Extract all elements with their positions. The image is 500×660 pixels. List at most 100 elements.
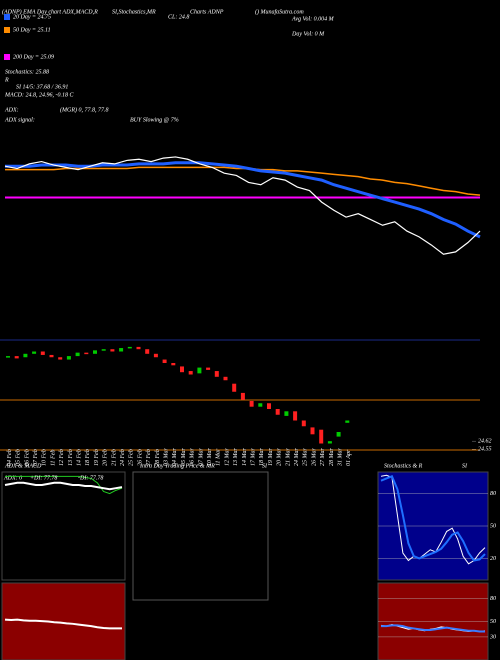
candle-body bbox=[58, 357, 63, 360]
x-tick-label: 12 Mar bbox=[224, 448, 230, 466]
legend-swatch bbox=[4, 27, 10, 33]
candle-body bbox=[319, 429, 324, 444]
panel-title: ADX & MACD bbox=[4, 463, 42, 469]
line bbox=[381, 624, 485, 633]
x-tick-label: 27 Mar bbox=[320, 448, 326, 466]
line bbox=[380, 475, 486, 562]
candle-body bbox=[240, 392, 245, 400]
annotation: Day Vol: 0 M bbox=[291, 31, 325, 37]
intraday-panel bbox=[132, 471, 269, 601]
line bbox=[4, 156, 481, 255]
y-tick-label: 50 bbox=[490, 619, 496, 625]
candle-body bbox=[327, 441, 332, 444]
x-tick-label: 24 Feb bbox=[119, 449, 126, 466]
y-tick-label: 24.55 bbox=[478, 446, 492, 453]
candle-body bbox=[232, 383, 237, 392]
candle-body bbox=[284, 411, 289, 416]
candle-body bbox=[110, 349, 115, 352]
annotation: CL: 24.8 bbox=[168, 13, 189, 20]
line bbox=[5, 475, 123, 495]
legend-label: 20 Day = 24.75 bbox=[13, 13, 51, 20]
x-tick-label: 28 Mar bbox=[329, 448, 335, 466]
x-tick-label: 06 Mar bbox=[190, 448, 196, 466]
candle-body bbox=[101, 349, 106, 351]
x-tick-label: 18 Feb bbox=[85, 449, 91, 466]
candle-body bbox=[153, 353, 158, 358]
annotation: Avg Vol: 0.004 M bbox=[291, 15, 335, 22]
annotation: SI 14/5: 37.68 / 36.91 bbox=[16, 83, 68, 90]
x-tick-label: 04 Feb bbox=[6, 449, 13, 466]
x-tick-label: 31 Mar bbox=[337, 448, 343, 467]
x-tick-label: 07 Mar bbox=[198, 448, 204, 466]
panel-subtitle: SI bbox=[462, 463, 468, 469]
candle-body bbox=[293, 411, 298, 421]
candle-body bbox=[249, 400, 254, 407]
x-tick-label: 20 Mar bbox=[277, 448, 283, 466]
candle-body bbox=[197, 367, 202, 374]
x-tick-label: 19 Feb bbox=[94, 449, 100, 466]
x-tick-label: 10 Mar bbox=[207, 448, 213, 466]
candle-body bbox=[93, 350, 97, 354]
candle-body bbox=[32, 351, 37, 354]
x-tick-label: 19 Mar bbox=[268, 448, 274, 466]
legend-label: -DI: 77.78 bbox=[78, 475, 103, 481]
x-tick-label: 18 Mar bbox=[259, 448, 265, 466]
x-tick-label: 26 Mar bbox=[311, 448, 317, 466]
candle-body bbox=[162, 359, 167, 363]
line bbox=[5, 161, 481, 239]
line bbox=[4, 481, 123, 491]
legend-label: 50 Day = 25.11 bbox=[13, 27, 51, 33]
candle-body bbox=[336, 432, 341, 437]
x-tick-label: 07 Feb bbox=[33, 449, 39, 466]
y-tick-label: 24.62 bbox=[478, 438, 492, 445]
candle-body bbox=[40, 351, 45, 355]
annotation: BUY Slowing @ 7% bbox=[130, 117, 179, 123]
candle-body bbox=[84, 352, 89, 355]
candle-body bbox=[6, 356, 10, 358]
x-tick-label: 05 Feb bbox=[16, 449, 22, 466]
x-tick-label: 20 Feb bbox=[103, 449, 109, 466]
candle-body bbox=[275, 409, 280, 415]
x-tick-label: 05 Mar bbox=[181, 448, 187, 466]
x-tick-label: 03 Mar bbox=[163, 448, 169, 466]
panel-title: Stochastics & R bbox=[384, 463, 423, 469]
x-tick-label: 27 Feb bbox=[146, 449, 152, 466]
x-tick-label: 25 Feb bbox=[129, 449, 135, 466]
legend-swatch bbox=[4, 54, 10, 60]
candle-body bbox=[14, 356, 19, 359]
candle-body bbox=[223, 376, 228, 381]
x-tick-label: 25 Mar bbox=[303, 448, 309, 466]
x-tick-label: 14 Mar bbox=[241, 448, 248, 466]
y-tick-label: 80 bbox=[490, 491, 496, 497]
legend-label: 200 Day = 25.09 bbox=[13, 54, 54, 60]
candle-body bbox=[310, 427, 315, 435]
y-tick-label: 80 bbox=[490, 596, 496, 602]
candle-body bbox=[136, 346, 141, 350]
y-tick-label: 30 bbox=[489, 634, 496, 640]
panel-title: Intra Day Trading Price & MR bbox=[139, 463, 215, 469]
candle-body bbox=[206, 367, 211, 370]
candle-body bbox=[258, 403, 263, 407]
annotation: () MunafaSutra.com bbox=[255, 8, 304, 15]
line bbox=[4, 618, 122, 630]
panel-subtitle: SI bbox=[262, 463, 268, 469]
candle-body bbox=[267, 403, 271, 409]
x-tick-label: 24 Mar bbox=[293, 448, 300, 466]
x-tick-label: 04 Mar bbox=[171, 448, 178, 466]
x-tick-label: 13 Mar bbox=[233, 448, 239, 466]
x-tick-label: 06 Feb bbox=[24, 449, 30, 466]
x-tick-label: 14 Feb bbox=[75, 449, 82, 466]
candle-body bbox=[75, 352, 80, 357]
y-tick-label: 20 bbox=[490, 556, 496, 562]
annotation: Stochastics: 25.88 bbox=[5, 69, 49, 75]
candle-body bbox=[180, 366, 184, 373]
x-tick-label: 21 Mar bbox=[285, 448, 291, 466]
candle-body bbox=[23, 353, 28, 358]
x-tick-label: 13 Feb bbox=[68, 449, 74, 466]
x-tick-label: 11 Feb bbox=[50, 450, 56, 466]
legend-swatch bbox=[4, 14, 10, 20]
annotation: Charts ADNP bbox=[190, 9, 224, 15]
x-tick-label: 17 Mar bbox=[250, 448, 256, 466]
x-tick-label: 11 Mar bbox=[216, 448, 222, 466]
